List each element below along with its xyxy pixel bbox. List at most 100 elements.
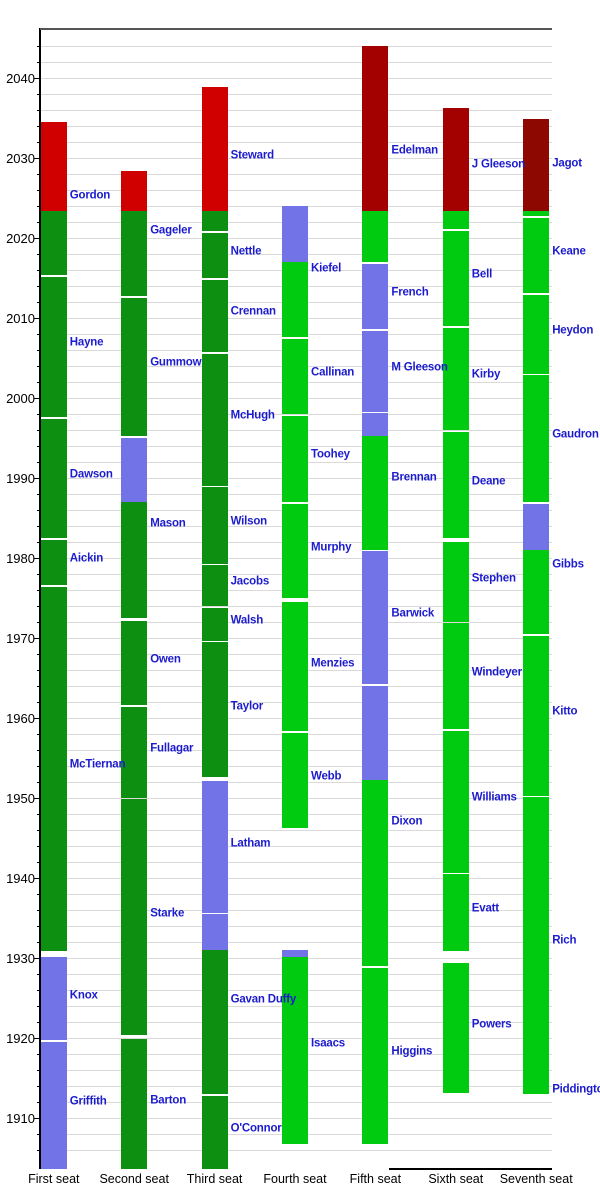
y-minor-tick-2006 [36,350,40,352]
y-minor-tick-2008 [36,334,40,336]
label-jgleeson: J Gleeson [471,158,525,171]
y-axis-label-1960: 1960 [6,711,35,727]
y-minor-tick-1934 [36,926,40,928]
y-minor-tick-1922 [36,1022,40,1024]
segment-seventh-jagot [523,210,550,217]
label-murphy: Murphy [311,541,352,554]
y-minor-tick-2036 [36,110,40,112]
y-major-tick-1960 [33,718,40,720]
label-williams: Williams [471,791,517,804]
segment-sixth-windeyer [442,623,469,730]
gridline-2030 [40,158,552,160]
segment-second-gummow [121,297,148,437]
y-minor-tick-1982 [36,542,40,544]
segment-seventh-rich [523,797,550,1093]
y-minor-tick-1938 [36,894,40,896]
gridline-2036 [40,110,552,112]
label-latham: Latham [230,837,271,850]
y-minor-tick-1956 [36,750,40,752]
y-minor-tick-1972 [36,622,40,624]
y-major-tick-2030 [33,158,40,160]
gridline-2026 [40,190,552,192]
x-axis-label-sixth: Sixth seat [428,1172,484,1186]
y-minor-tick-1962 [36,702,40,704]
y-minor-tick-1952 [36,782,40,784]
y-axis-label-2000: 2000 [6,391,35,407]
segment-third-mchugh [201,353,228,486]
label-french: French [391,286,429,299]
segment-sixth-jgleeson [442,107,469,211]
y-axis-label-1980: 1980 [6,551,35,567]
y-minor-tick-2026 [36,190,40,192]
segment-seventh-gaudron [523,375,550,502]
y-axis-label-1910: 1910 [6,1111,35,1127]
segment-fifth-dixon [362,780,389,967]
segment-sixth-stephen [442,541,469,622]
label-starke: Starke [150,907,185,920]
segment-seventh-kitto [523,635,550,796]
y-minor-tick-1974 [36,606,40,608]
gridline-2042 [40,62,552,64]
segment-fifth-dixon [362,685,389,781]
gridline-1906 [40,1150,552,1152]
label-mason: Mason [150,517,186,530]
x-axis-label-fourth: Fourth seat [263,1172,327,1186]
label-bell: Bell [471,268,493,281]
segment-first-gordon [40,122,67,211]
label-kitto: Kitto [552,705,578,718]
y-axis-label-1940: 1940 [6,871,35,887]
y-major-tick-1980 [33,558,40,560]
y-major-tick-1920 [33,1038,40,1040]
x-axis-label-first: First seat [28,1172,80,1186]
y-minor-tick-2024 [36,206,40,208]
y-major-tick-2040 [33,78,40,80]
label-gaudron: Gaudron [552,428,599,441]
label-gageler: Gageler [150,224,192,237]
y-axis-label-2020: 2020 [6,231,35,247]
label-menzies: Menzies [311,657,355,670]
y-major-tick-1940 [33,878,40,880]
y-major-tick-1910 [33,1118,40,1120]
y-minor-tick-2004 [36,366,40,368]
label-dawson: Dawson [69,468,113,481]
y-minor-tick-1966 [36,670,40,672]
segment-fifth-brennan [362,413,389,437]
gridline-1936 [40,910,552,912]
y-minor-tick-1924 [36,1006,40,1008]
segment-third-taylor [201,642,228,778]
y-minor-tick-2022 [36,222,40,224]
segment-seventh-gibbs [523,503,550,550]
y-minor-tick-1926 [36,990,40,992]
y-axis-label-1920: 1920 [6,1031,35,1047]
segment-seventh-gibbs [523,550,550,634]
segment-seventh-piddington [523,1092,550,1094]
segment-third-walsh [201,607,228,641]
segment-seventh-heydon [523,294,550,374]
label-mctiernan: McTiernan [69,758,126,771]
y-major-tick-2010 [33,318,40,320]
y-minor-tick-1944 [36,846,40,848]
label-gibbs: Gibbs [552,558,584,571]
segment-second-barton [121,1038,148,1169]
y-minor-tick-1912 [36,1102,40,1104]
y-minor-tick-1954 [36,766,40,768]
gridline-2040 [40,78,552,80]
label-crennan: Crennan [230,305,276,318]
x-axis-line [389,1167,552,1170]
y-axis-label-2010: 2010 [6,311,35,327]
segment-fifth-barwick [362,551,389,685]
label-barton: Barton [150,1094,187,1107]
segment-first-griffith [40,1041,67,1169]
label-aickin: Aickin [69,552,104,565]
segment-fifth-edelman [362,46,389,211]
label-fullagar: Fullagar [150,742,194,755]
y-minor-tick-2044 [36,46,40,48]
segment-first-dawson [40,418,67,539]
label-gavanduffy: Gavan Duffy [230,993,297,1006]
gridline-2028 [40,174,552,176]
label-hayne: Hayne [69,336,104,349]
y-minor-tick-1976 [36,590,40,592]
label-owen: Owen [150,653,181,666]
gridline-1946 [40,830,552,832]
